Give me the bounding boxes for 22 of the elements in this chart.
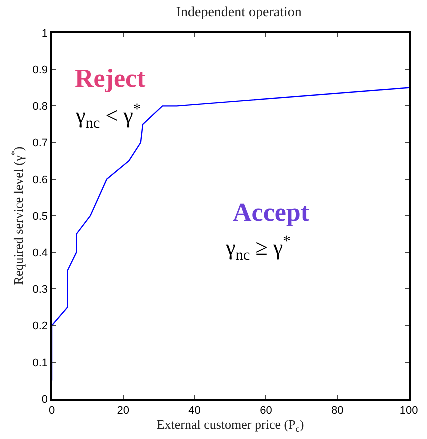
annotation: γ$_{nc}$ < γ$^{*}$: [75, 101, 142, 132]
y-tick-label: 0.4: [32, 247, 48, 260]
x-tick-label: 100: [400, 404, 418, 417]
x-tick-label: 60: [260, 404, 272, 417]
y-tick-label: 0.1: [32, 357, 48, 370]
x-axis-title: External customer price (P$_{c}$): [156, 417, 304, 434]
y-tick-label: 0.7: [32, 138, 48, 150]
y-tick-label: 0.8: [32, 101, 48, 114]
y-tick-label: 0.5: [32, 210, 48, 223]
y-tick-label: 0.3: [32, 284, 48, 296]
chart-title: Independent operation: [176, 5, 302, 20]
x-tick-label: 20: [117, 404, 130, 417]
annotation: Accept: [233, 198, 310, 227]
y-tick-label: 1: [42, 28, 48, 40]
y-tick-label: 0: [42, 394, 48, 406]
annotation: Reject: [75, 64, 146, 93]
x-tick-label: 40: [188, 404, 201, 417]
y-tick-label: 0.9: [32, 64, 48, 76]
y-tick-label: 0.2: [32, 320, 48, 333]
x-tick-label: 80: [331, 404, 344, 417]
y-tick-label: 0.6: [32, 174, 48, 186]
annotation: γ$_{nc}$ ≥ γ$^{*}$: [225, 233, 291, 264]
